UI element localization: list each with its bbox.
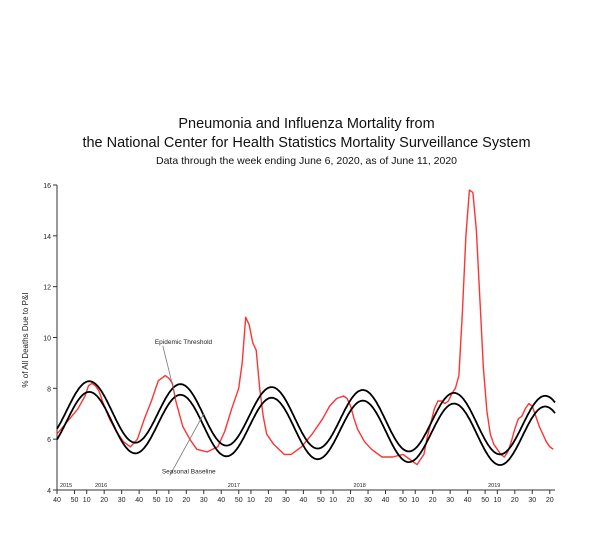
x-tick-label: 50	[71, 497, 79, 504]
year-label: 2017	[228, 483, 240, 489]
x-tick-label: 40	[53, 497, 61, 504]
series-epidemic-threshold-line	[56, 380, 556, 456]
x-tick-label: 50	[235, 497, 243, 504]
x-tick-label: 20	[429, 497, 437, 504]
series-seasonal-baseline-line	[56, 391, 556, 466]
x-tick-label: 10	[493, 497, 501, 504]
x-tick-label: 10	[247, 497, 255, 504]
year-label: 2019	[488, 483, 500, 489]
chart-subtitle: Data through the week ending June 6, 202…	[155, 155, 458, 167]
y-tick-label: 4	[47, 488, 51, 495]
x-tick-label: 10	[83, 497, 91, 504]
x-tick-label: 30	[446, 497, 454, 504]
annotation-layer: Epidemic Threshold Seasonal Baseline	[155, 339, 216, 476]
x-tick-label: 30	[200, 497, 208, 504]
x-tick-label: 30	[118, 497, 126, 504]
x-tick-label: 20	[100, 497, 108, 504]
y-tick-label: 10	[43, 336, 51, 343]
series-layer	[56, 189, 556, 466]
x-tick-label: 40	[299, 497, 307, 504]
x-tick-label: 20	[182, 497, 190, 504]
year-label: 2018	[354, 483, 366, 489]
annotation-leader-line	[169, 413, 205, 476]
y-tick-label: 14	[43, 234, 51, 241]
year-label: 2016	[95, 483, 107, 489]
y-axis-label: % of All Deaths Due to P&I	[21, 292, 30, 387]
x-tick-label: 20	[265, 497, 273, 504]
chart-title: Pneumonia and Influenza Mortality from	[178, 116, 435, 132]
y-tick-label: 6	[47, 437, 51, 444]
x-tick-label: 40	[382, 497, 390, 504]
x-tick-label: 10	[329, 497, 337, 504]
x-tick-label: 50	[153, 497, 161, 504]
x-tick-label: 40	[217, 497, 225, 504]
y-tick-label: 12	[43, 285, 51, 292]
annotation-leader-line	[162, 345, 177, 399]
x-tick-label: 30	[528, 497, 536, 504]
year-label: 2015	[60, 483, 72, 489]
x-tick-label: 40	[135, 497, 143, 504]
x-tick-label: 50	[399, 497, 407, 504]
x-tick-label: 20	[546, 497, 554, 504]
x-tick-label: 50	[481, 497, 489, 504]
x-tick-label: 10	[411, 497, 419, 504]
series-observed-line	[56, 189, 554, 466]
axes: 4 6 8 10 12 14 16 40 50 10 20 30 40 50 10 20 30 40 50 10 20 3…	[43, 183, 555, 504]
x-tick-label: 10	[165, 497, 173, 504]
x-tick-label: 50	[317, 497, 325, 504]
x-tick-label: 30	[364, 497, 372, 504]
y-tick-label: 8	[47, 386, 51, 393]
annotation-label: Seasonal Baseline	[162, 468, 216, 475]
x-tick-label: 20	[511, 497, 519, 504]
chart-title-line-2: the National Center for Health Statistic…	[82, 135, 531, 151]
y-tick-label: 16	[43, 183, 51, 190]
x-tick-label: 20	[347, 497, 355, 504]
x-tick-label: 30	[282, 497, 290, 504]
x-tick-label: 40	[464, 497, 472, 504]
annotation-label: Epidemic Threshold	[155, 339, 213, 346]
